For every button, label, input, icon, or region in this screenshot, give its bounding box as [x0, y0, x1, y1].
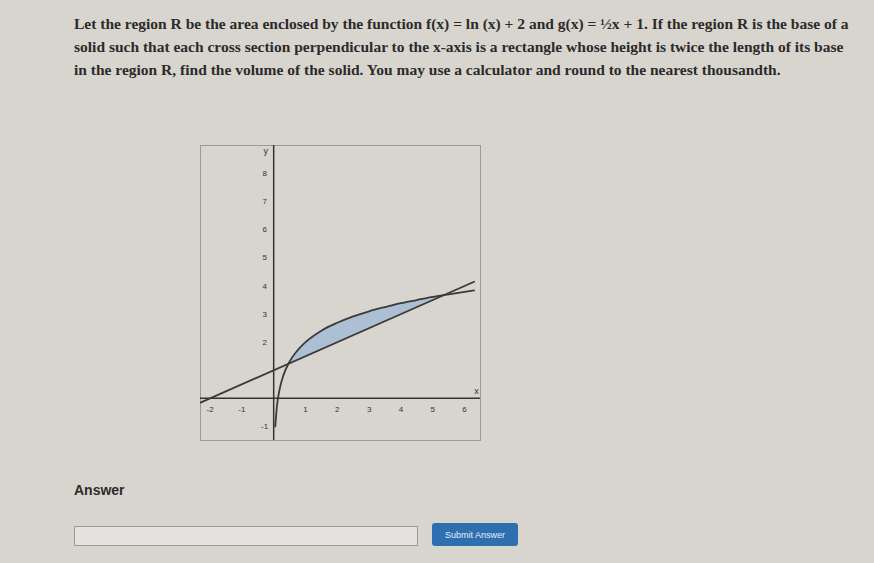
svg-text:7: 7	[262, 197, 267, 206]
svg-text:-2: -2	[206, 405, 214, 414]
html-text:Let the region R be the area e: Let the region R be the area enclosed by…	[74, 15, 849, 78]
svg-text:1: 1	[303, 405, 308, 414]
svg-text:2: 2	[262, 338, 267, 347]
html-text:Submit Answer: Submit Answer	[445, 529, 505, 540]
svg-text:6: 6	[462, 405, 467, 414]
svg-text:y: y	[263, 146, 268, 156]
svg-text:-1: -1	[261, 422, 269, 431]
svg-text:5: 5	[262, 253, 267, 262]
svg-text:4: 4	[262, 282, 267, 291]
svg-text:x: x	[474, 386, 479, 396]
svg-text:2: 2	[335, 405, 340, 414]
svg-text:5: 5	[431, 405, 436, 414]
html-text:Answer: Answer	[74, 482, 125, 498]
svg-text:3: 3	[367, 405, 372, 414]
svg-text:6: 6	[262, 225, 267, 234]
svg-text:4: 4	[399, 405, 404, 414]
svg-text:8: 8	[262, 169, 267, 178]
svg-text:-1: -1	[238, 405, 246, 414]
svg-text:3: 3	[262, 310, 267, 319]
